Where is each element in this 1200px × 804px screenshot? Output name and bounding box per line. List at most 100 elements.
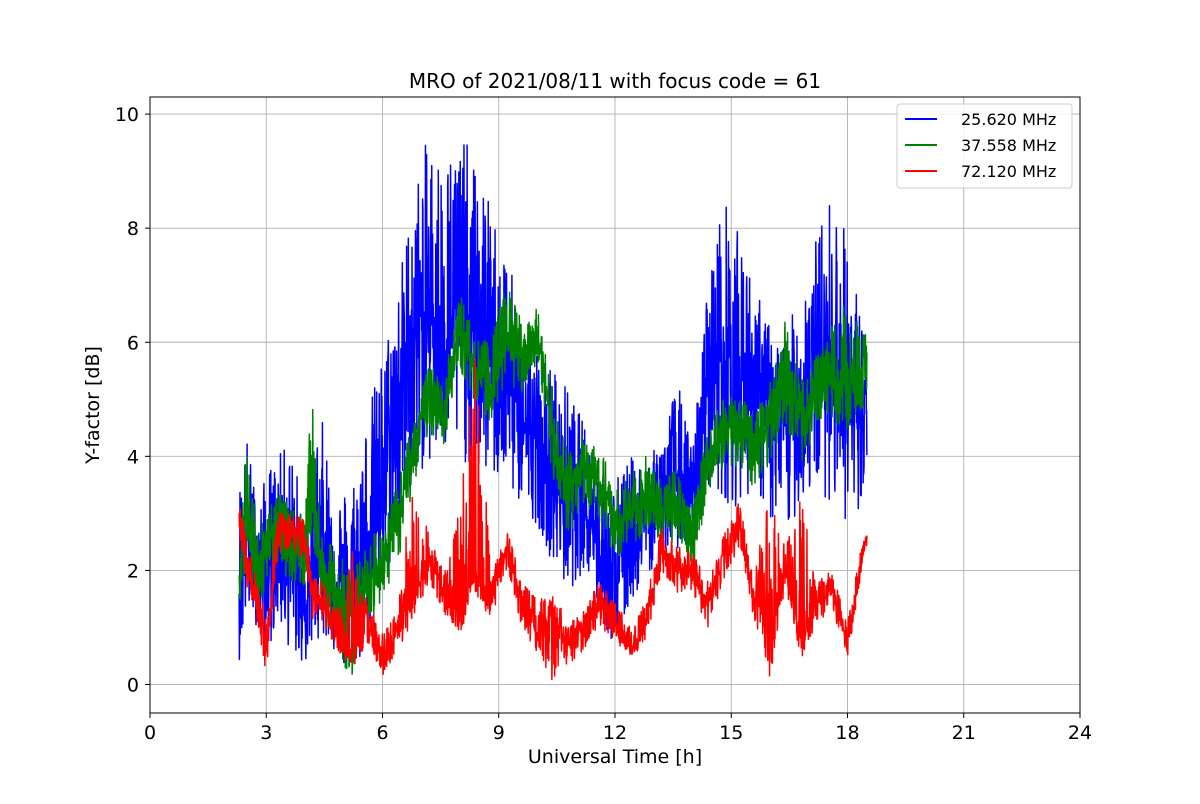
x-tick: 12 xyxy=(603,713,627,744)
data-point xyxy=(320,535,322,537)
data-point xyxy=(506,547,508,549)
y-tick-label: 0 xyxy=(127,674,139,696)
x-tick-label: 9 xyxy=(493,722,505,744)
y-tick: 6 xyxy=(127,332,150,354)
legend: 25.620 MHz 37.558 MHz 72.120 MHz xyxy=(896,103,1073,189)
legend-label: 25.620 MHz xyxy=(961,110,1056,129)
data-point xyxy=(258,581,260,583)
data-point xyxy=(312,598,314,600)
data-point xyxy=(661,547,663,549)
data-point xyxy=(552,438,554,440)
series-group xyxy=(238,358,868,681)
data-point xyxy=(490,598,492,600)
legend-box xyxy=(896,103,1073,189)
data-point xyxy=(707,364,709,366)
data-point xyxy=(521,353,523,355)
series-layer xyxy=(238,144,868,681)
data-point xyxy=(866,421,868,423)
data-point xyxy=(866,364,868,366)
y-tick-label: 8 xyxy=(127,218,139,240)
x-tick-label: 12 xyxy=(603,722,627,744)
data-point xyxy=(676,501,678,503)
data-point xyxy=(614,592,616,594)
data-point xyxy=(692,541,694,543)
data-point xyxy=(320,598,322,600)
data-point xyxy=(614,621,616,623)
data-point xyxy=(707,604,709,606)
data-point xyxy=(738,427,740,429)
data-point xyxy=(304,610,306,612)
x-tick-label: 15 xyxy=(719,722,743,744)
y-axis: 0 2 4 6 8 10 xyxy=(115,104,150,696)
data-point xyxy=(692,501,694,503)
data-point xyxy=(312,478,314,480)
data-point xyxy=(521,421,523,423)
x-tick-label: 0 xyxy=(144,722,156,744)
data-point xyxy=(800,421,802,423)
data-point xyxy=(847,387,849,389)
data-point xyxy=(738,524,740,526)
data-point xyxy=(614,524,616,526)
data-point xyxy=(754,450,756,452)
x-tick-label: 6 xyxy=(376,722,388,744)
data-point xyxy=(754,364,756,366)
data-point xyxy=(645,495,647,497)
y-tick: 2 xyxy=(127,560,150,582)
data-point xyxy=(800,632,802,634)
data-point xyxy=(490,387,492,389)
data-point xyxy=(265,541,267,543)
data-point xyxy=(475,570,477,572)
y-tick: 0 xyxy=(127,674,150,696)
data-point xyxy=(599,604,601,606)
data-point xyxy=(277,530,279,532)
data-point xyxy=(785,433,787,435)
series-group xyxy=(238,291,868,675)
data-point xyxy=(366,621,368,623)
x-tick-label: 18 xyxy=(835,722,859,744)
data-point xyxy=(238,513,240,515)
data-point xyxy=(785,364,787,366)
data-point xyxy=(738,376,740,378)
legend-label: 72.120 MHz xyxy=(961,162,1056,181)
data-point xyxy=(366,535,368,537)
y-tick-label: 10 xyxy=(115,104,139,126)
data-point xyxy=(552,615,554,617)
data-point xyxy=(630,513,632,515)
data-point xyxy=(645,621,647,623)
data-point xyxy=(444,410,446,412)
data-point xyxy=(816,393,818,395)
x-tick: 9 xyxy=(493,713,505,744)
data-point xyxy=(785,564,787,566)
data-point xyxy=(537,444,539,446)
data-point xyxy=(568,644,570,646)
data-point xyxy=(506,364,508,366)
data-point xyxy=(335,598,337,600)
data-point xyxy=(413,336,415,338)
data-point xyxy=(831,381,833,383)
data-point xyxy=(599,478,601,480)
legend-item: 25.620 MHz xyxy=(905,110,1056,129)
data-point xyxy=(723,353,725,355)
x-tick: 21 xyxy=(952,713,976,744)
y-tick: 8 xyxy=(127,218,150,240)
data-point xyxy=(676,478,678,480)
data-point xyxy=(475,330,477,332)
data-point xyxy=(413,598,415,600)
data-point xyxy=(866,530,868,532)
legend-label: 37.558 MHz xyxy=(961,136,1056,155)
data-point xyxy=(428,393,430,395)
data-point xyxy=(366,581,368,583)
data-point xyxy=(583,467,585,469)
y-axis-label: Y-factor [dB] xyxy=(82,346,104,465)
data-point xyxy=(723,558,725,560)
legend-item: 37.558 MHz xyxy=(905,136,1056,155)
data-point xyxy=(459,610,461,612)
data-point xyxy=(583,627,585,629)
data-point xyxy=(304,535,306,537)
chart-title: MRO of 2021/08/11 with focus code = 61 xyxy=(409,69,821,93)
x-axis: 0 3 6 9 12 15 18 21 24 xyxy=(144,713,1092,744)
data-point xyxy=(754,598,756,600)
data-point xyxy=(382,558,384,560)
y-tick: 10 xyxy=(115,104,150,126)
x-tick: 15 xyxy=(719,713,743,744)
